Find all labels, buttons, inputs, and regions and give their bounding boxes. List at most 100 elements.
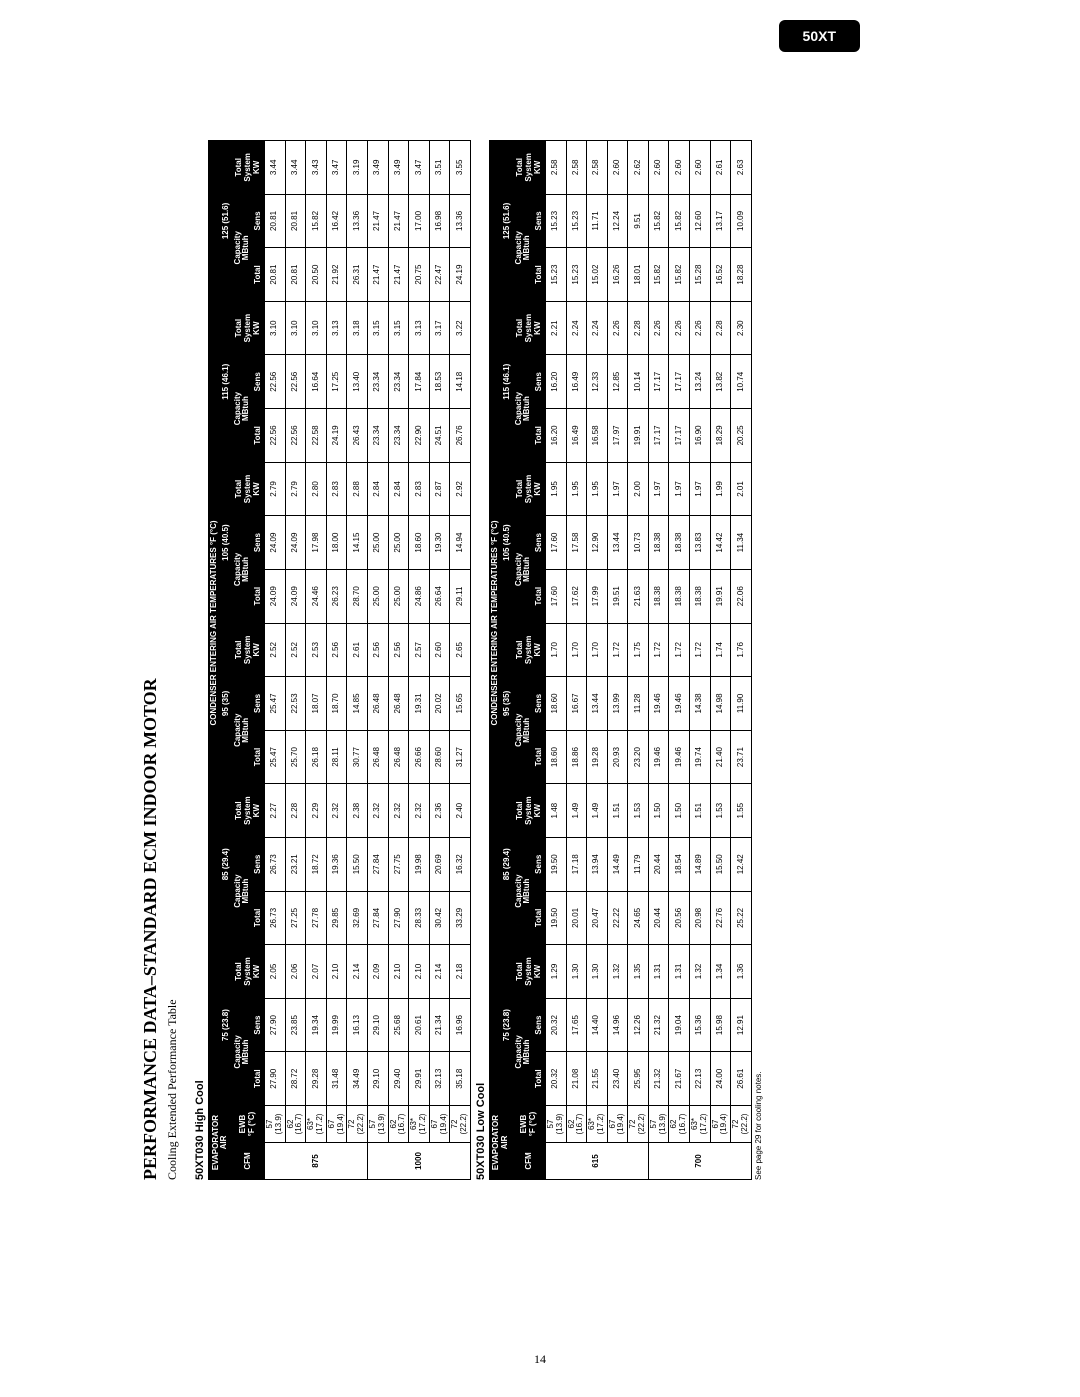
ewb-cell: 57(13.9) bbox=[367, 1106, 388, 1143]
table-row: 62(16.7)28.7223.852.0627.2523.212.2825.7… bbox=[285, 141, 306, 1180]
data-cell: 2.92 bbox=[450, 462, 471, 516]
data-cell: 11.79 bbox=[628, 837, 649, 891]
data-cell: 2.29 bbox=[306, 784, 327, 838]
data-cell: 19.46 bbox=[669, 730, 690, 784]
data-cell: 16.90 bbox=[690, 409, 711, 463]
data-cell: 23.34 bbox=[367, 355, 388, 409]
data-cell: 1.49 bbox=[566, 784, 587, 838]
data-cell: 3.22 bbox=[450, 301, 471, 355]
data-cell: 1.97 bbox=[690, 462, 711, 516]
data-cell: 1.97 bbox=[648, 462, 669, 516]
data-cell: 1.75 bbox=[628, 623, 649, 677]
data-cell: 20.81 bbox=[264, 194, 285, 248]
data-cell: 13.44 bbox=[587, 677, 608, 731]
data-cell: 2.14 bbox=[429, 945, 450, 999]
data-cell: 20.61 bbox=[409, 998, 430, 1052]
data-cell: 2.36 bbox=[429, 784, 450, 838]
data-cell: 1.53 bbox=[710, 784, 731, 838]
data-cell: 26.48 bbox=[388, 677, 409, 731]
data-cell: 15.82 bbox=[648, 194, 669, 248]
data-cell: 1.74 bbox=[710, 623, 731, 677]
data-cell: 13.24 bbox=[690, 355, 711, 409]
data-cell: 11.28 bbox=[628, 677, 649, 731]
data-cell: 15.02 bbox=[587, 248, 608, 302]
data-cell: 2.61 bbox=[347, 623, 368, 677]
data-cell: 19.91 bbox=[710, 569, 731, 623]
data-cell: 27.75 bbox=[388, 837, 409, 891]
data-cell: 21.34 bbox=[429, 998, 450, 1052]
ewb-cell: 72(22.2) bbox=[450, 1106, 471, 1143]
data-cell: 31.48 bbox=[326, 1052, 347, 1106]
data-cell: 13.94 bbox=[587, 837, 608, 891]
data-cell: 21.32 bbox=[648, 998, 669, 1052]
data-cell: 20.75 bbox=[409, 248, 430, 302]
data-cell: 18.28 bbox=[731, 248, 752, 302]
data-cell: 25.68 bbox=[388, 998, 409, 1052]
data-cell: 1.99 bbox=[710, 462, 731, 516]
data-cell: 3.47 bbox=[326, 141, 347, 195]
data-cell: 1.70 bbox=[587, 623, 608, 677]
data-cell: 2.32 bbox=[409, 784, 430, 838]
table-row: 63*(17.2)22.1315.361.3220.9814.891.5119.… bbox=[690, 141, 711, 1180]
data-cell: 21.47 bbox=[388, 248, 409, 302]
data-cell: 17.84 bbox=[409, 355, 430, 409]
data-cell: 16.49 bbox=[566, 409, 587, 463]
data-cell: 19.50 bbox=[545, 891, 566, 945]
data-cell: 26.76 bbox=[450, 409, 471, 463]
table-row: 100057(13.9)29.1029.102.0927.8427.842.32… bbox=[367, 141, 388, 1180]
data-cell: 19.51 bbox=[607, 569, 628, 623]
data-cell: 1.72 bbox=[648, 623, 669, 677]
data-cell: 2.83 bbox=[409, 462, 430, 516]
data-cell: 24.51 bbox=[429, 409, 450, 463]
data-cell: 19.46 bbox=[648, 677, 669, 731]
data-cell: 3.10 bbox=[306, 301, 327, 355]
data-cell: 13.36 bbox=[347, 194, 368, 248]
data-cell: 21.92 bbox=[326, 248, 347, 302]
data-cell: 16.32 bbox=[450, 837, 471, 891]
data-cell: 21.47 bbox=[367, 248, 388, 302]
data-cell: 35.18 bbox=[450, 1052, 471, 1106]
data-cell: 23.21 bbox=[285, 837, 306, 891]
data-cell: 16.49 bbox=[566, 355, 587, 409]
data-cell: 17.60 bbox=[545, 516, 566, 570]
data-cell: 26.66 bbox=[409, 730, 430, 784]
data-cell: 2.28 bbox=[628, 301, 649, 355]
data-cell: 22.13 bbox=[690, 1052, 711, 1106]
data-cell: 1.95 bbox=[566, 462, 587, 516]
data-cell: 18.70 bbox=[326, 677, 347, 731]
data-cell: 1.53 bbox=[628, 784, 649, 838]
data-cell: 20.56 bbox=[669, 891, 690, 945]
data-cell: 2.52 bbox=[285, 623, 306, 677]
data-cell: 18.38 bbox=[669, 516, 690, 570]
data-cell: 25.22 bbox=[731, 891, 752, 945]
data-cell: 2.58 bbox=[545, 141, 566, 195]
data-cell: 18.60 bbox=[409, 516, 430, 570]
data-cell: 2.58 bbox=[587, 141, 608, 195]
ewb-cell: 62(16.7) bbox=[566, 1106, 587, 1143]
data-cell: 2.60 bbox=[648, 141, 669, 195]
data-cell: 26.18 bbox=[306, 730, 327, 784]
data-cell: 2.24 bbox=[587, 301, 608, 355]
data-cell: 2.56 bbox=[388, 623, 409, 677]
data-cell: 19.04 bbox=[669, 998, 690, 1052]
data-cell: 24.46 bbox=[306, 569, 327, 623]
data-cell: 25.47 bbox=[264, 730, 285, 784]
data-cell: 26.31 bbox=[347, 248, 368, 302]
data-cell: 3.17 bbox=[429, 301, 450, 355]
table-row: 72(22.2)35.1816.962.1833.2916.322.4031.2… bbox=[450, 141, 471, 1180]
ewb-cell: 72(22.2) bbox=[731, 1106, 752, 1143]
data-cell: 12.33 bbox=[587, 355, 608, 409]
table-row: 70057(13.9)21.3221.321.3120.4420.441.501… bbox=[648, 141, 669, 1180]
data-cell: 17.25 bbox=[326, 355, 347, 409]
data-cell: 22.47 bbox=[429, 248, 450, 302]
data-cell: 12.90 bbox=[587, 516, 608, 570]
data-cell: 1.51 bbox=[690, 784, 711, 838]
data-cell: 22.56 bbox=[285, 409, 306, 463]
data-cell: 21.67 bbox=[669, 1052, 690, 1106]
data-cell: 14.38 bbox=[690, 677, 711, 731]
data-cell: 14.94 bbox=[450, 516, 471, 570]
ewb-cell: 57(13.9) bbox=[264, 1106, 285, 1143]
data-cell: 22.56 bbox=[264, 409, 285, 463]
data-cell: 24.65 bbox=[628, 891, 649, 945]
data-cell: 22.76 bbox=[710, 891, 731, 945]
